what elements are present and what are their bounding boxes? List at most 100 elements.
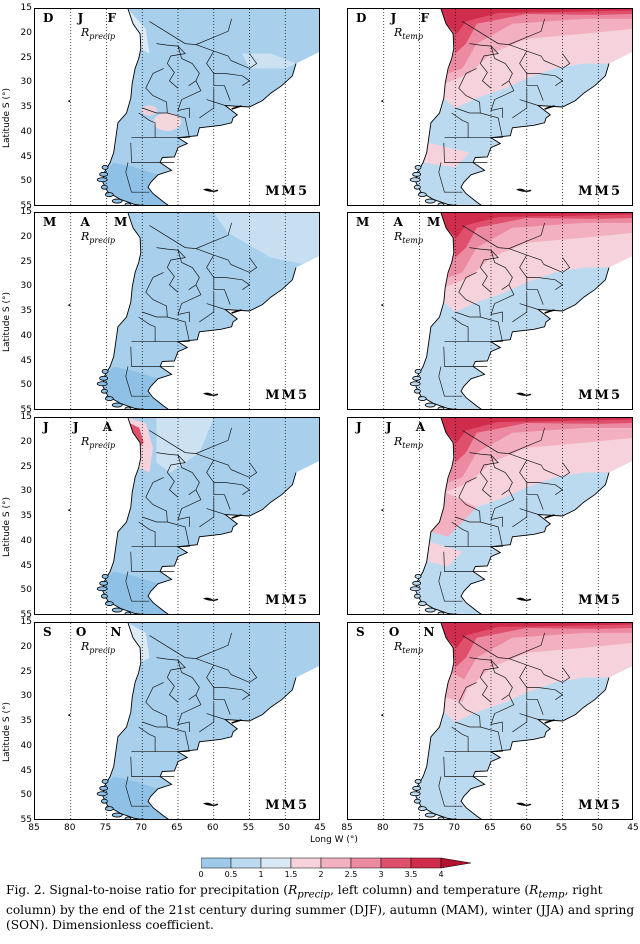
r-temp-label: Rtemp: [394, 26, 423, 41]
r-temp-label: Rtemp: [394, 640, 423, 655]
season-label: J J A: [356, 420, 436, 434]
r-subscript: precip: [89, 32, 116, 42]
model-label: MM5: [265, 388, 309, 403]
r-symbol: R: [394, 640, 403, 653]
y-tick-label: 15: [20, 207, 32, 217]
y-tick-label: 20: [20, 27, 32, 38]
r-subscript: precip: [89, 441, 116, 451]
model-label: MM5: [578, 184, 622, 199]
colorbar-tick-label: 3: [378, 870, 384, 879]
x-tick-label: 70: [448, 823, 460, 833]
precip-map-panel-jja: J J A Rprecip MM5: [34, 417, 320, 615]
y-tick-label: 25: [20, 666, 32, 677]
coastline: [415, 623, 610, 819]
r-precip-label: Rprecip: [81, 26, 115, 41]
y-tick-label: 55: [20, 815, 32, 825]
y-tick-label: 35: [20, 511, 32, 521]
x-tick-label: 65: [171, 823, 183, 833]
y-tick-label: 45: [20, 151, 32, 162]
x-tick-label: 55: [555, 823, 568, 833]
coastline: [102, 623, 297, 819]
colorbar-tick-label: 1: [258, 870, 264, 879]
season-label: M A M: [43, 215, 138, 229]
y-tick-label: 30: [20, 281, 32, 292]
r-precip-label: Rprecip: [81, 230, 115, 245]
coastline: [415, 418, 610, 614]
x-tick-label: 75: [412, 823, 425, 833]
precip-map-panel-mam: M A M Rprecip MM5: [34, 212, 320, 410]
y-tick-label: 55: [20, 405, 32, 415]
y-tick-label: 35: [20, 716, 32, 726]
r-subscript: temp: [402, 441, 423, 451]
r-symbol: R: [81, 640, 90, 653]
y-axis-label: Latitude S (°): [2, 702, 12, 762]
colorbar-tick-label: 4: [438, 870, 444, 879]
season-label: D J F: [43, 11, 126, 25]
x-tick-label: 80: [377, 823, 389, 833]
coastline: [415, 9, 610, 205]
temp-map-panel-son: S O N Rtemp MM5: [347, 622, 633, 820]
x-tick-label: 60: [520, 823, 532, 833]
r-precip-label: Rprecip: [81, 640, 115, 655]
y-axis-label: Latitude S (°): [2, 88, 12, 148]
y-tick-label: 50: [20, 585, 32, 596]
coastline: [415, 213, 610, 409]
colorbar-tick-label: 2: [318, 870, 324, 879]
y-tick-label: 30: [20, 77, 32, 88]
y-tick-label: 30: [20, 691, 32, 702]
x-tick-label: 65: [484, 823, 496, 833]
land-mass: [102, 623, 319, 819]
temp-map-panel-djf: D J F Rtemp MM5: [347, 8, 633, 206]
model-label: MM5: [265, 593, 309, 608]
figure-caption: Fig. 2. Signal-to-noise ratio for precip…: [6, 883, 635, 933]
y-tick-label: 35: [20, 306, 32, 316]
r-precip-label: Rprecip: [81, 435, 115, 450]
x-axis-label: Long W (°): [310, 835, 358, 845]
r-symbol: R: [394, 230, 403, 243]
y-tick-label: 30: [20, 486, 32, 497]
r-subscript: precip: [89, 236, 116, 246]
r-subscript: precip: [89, 646, 116, 656]
model-label: MM5: [578, 388, 622, 403]
model-label: MM5: [265, 798, 309, 813]
y-tick-label: 20: [20, 231, 32, 242]
x-tick-label: 55: [242, 823, 255, 833]
r-subscript: temp: [402, 32, 423, 42]
r-temp-label: Rtemp: [394, 230, 423, 245]
coastline: [102, 418, 297, 614]
land-mass: [102, 418, 319, 614]
model-label: MM5: [578, 593, 622, 608]
x-tick-label: 70: [135, 823, 147, 833]
y-tick-label: 40: [20, 126, 32, 137]
model-label: MM5: [578, 798, 622, 813]
coastline: [102, 9, 297, 205]
colorbar-tick-label: 2.5: [344, 870, 358, 879]
y-axis-label: Latitude S (°): [2, 497, 12, 557]
r-subscript: temp: [402, 646, 423, 656]
x-tick-label: 50: [278, 823, 290, 833]
y-axis-label: Latitude S (°): [2, 292, 12, 352]
r-subscript: temp: [402, 236, 423, 246]
y-tick-label: 50: [20, 380, 32, 391]
x-tick-label: 50: [591, 823, 603, 833]
season-label: S O N: [43, 625, 132, 639]
x-tick-label: 80: [64, 823, 76, 833]
r-symbol: R: [394, 26, 403, 39]
season-label: D J F: [356, 11, 439, 25]
y-tick-label: 25: [20, 256, 32, 267]
y-tick-label: 55: [20, 610, 32, 620]
y-tick-label: 55: [20, 201, 32, 211]
x-tick-label: 45: [627, 823, 639, 833]
y-tick-label: 45: [20, 560, 32, 571]
y-tick-label: 15: [20, 617, 32, 627]
colorbar-tick-label: 3.5: [404, 870, 418, 879]
coastline: [102, 213, 297, 409]
x-tick-label: 85: [28, 823, 40, 833]
season-label: M A M: [356, 215, 451, 229]
r-symbol: R: [81, 230, 90, 243]
y-tick-label: 45: [20, 765, 32, 776]
y-tick-label: 20: [20, 641, 32, 652]
colorbar: [201, 857, 472, 869]
y-tick-label: 15: [20, 412, 32, 422]
precip-map-panel-djf: D J F Rprecip MM5: [34, 8, 320, 206]
